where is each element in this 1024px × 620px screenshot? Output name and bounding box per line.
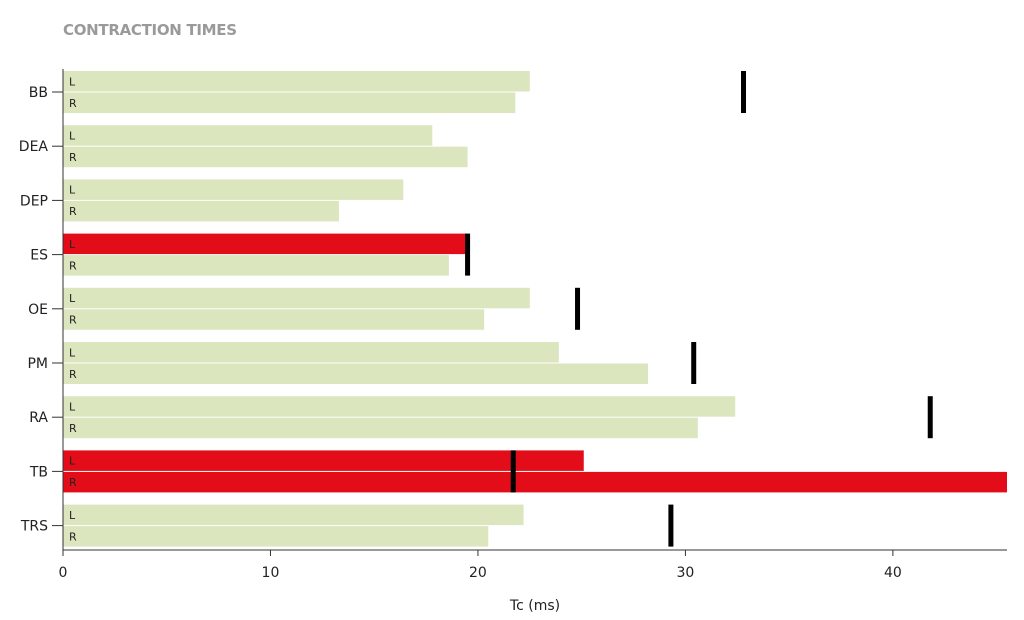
reference-markers-layer bbox=[465, 71, 933, 547]
side-label-dep-l: L bbox=[69, 184, 76, 197]
bar-pm-r bbox=[63, 363, 649, 384]
category-label-ra: RA bbox=[29, 410, 48, 426]
bar-es-l bbox=[63, 233, 468, 255]
side-label-es-r: R bbox=[69, 259, 77, 272]
side-label-trs-r: R bbox=[69, 530, 77, 543]
bar-dea-l bbox=[63, 125, 433, 146]
bar-oe-l bbox=[63, 287, 530, 309]
side-label-oe-r: R bbox=[69, 314, 77, 327]
reference-marker-bb bbox=[741, 71, 747, 113]
side-label-ra-r: R bbox=[69, 422, 77, 435]
axes-layer: BB DEA DEP ES OE PM RA TB TRS 0 10 20 30 40 bbox=[19, 69, 1007, 581]
reference-marker-pm bbox=[691, 342, 697, 384]
x-tick-label-30: 30 bbox=[677, 565, 695, 581]
side-label-tb-r: R bbox=[69, 476, 77, 489]
category-label-es: ES bbox=[30, 248, 48, 264]
side-label-bb-l: L bbox=[69, 75, 76, 88]
bar-dea-r bbox=[63, 146, 468, 168]
category-label-tb: TB bbox=[29, 464, 48, 480]
bar-oe-r bbox=[63, 309, 485, 330]
reference-marker-ra bbox=[927, 396, 933, 439]
side-label-ra-l: L bbox=[69, 400, 76, 413]
bar-es-r bbox=[63, 255, 449, 276]
bar-pm-l bbox=[63, 342, 559, 363]
bar-trs-l bbox=[63, 504, 524, 526]
bar-tb-r bbox=[63, 471, 1007, 493]
reference-marker-tb bbox=[510, 450, 516, 493]
x-tick-label-10: 10 bbox=[262, 565, 280, 581]
bar-trs-r bbox=[63, 526, 489, 547]
category-label-dea: DEA bbox=[19, 139, 49, 155]
x-axis-title: Tc (ms) bbox=[509, 598, 560, 614]
bar-ra-l bbox=[63, 396, 736, 417]
reference-marker-oe bbox=[575, 287, 581, 330]
x-tick-label-20: 20 bbox=[469, 565, 487, 581]
bar-tb-l bbox=[63, 450, 584, 471]
bar-dep-l bbox=[63, 179, 404, 200]
reference-marker-trs bbox=[668, 504, 674, 547]
side-label-pm-r: R bbox=[69, 368, 77, 381]
reference-marker-es bbox=[465, 233, 471, 276]
side-label-dea-r: R bbox=[69, 151, 77, 164]
category-label-bb: BB bbox=[29, 85, 48, 101]
side-label-pm-l: L bbox=[69, 346, 76, 359]
category-label-oe: OE bbox=[28, 302, 48, 318]
side-label-dep-r: R bbox=[69, 205, 77, 218]
bar-bb-l bbox=[63, 71, 530, 92]
bar-dep-r bbox=[63, 200, 339, 222]
side-label-bb-r: R bbox=[69, 97, 77, 110]
side-label-es-l: L bbox=[69, 238, 76, 251]
bar-ra-r bbox=[63, 417, 698, 439]
x-tick-label-40: 40 bbox=[884, 565, 902, 581]
category-label-dep: DEP bbox=[20, 193, 48, 209]
side-label-tb-l: L bbox=[69, 455, 76, 468]
bar-bb-r bbox=[63, 92, 516, 113]
chart-title: CONTRACTION TIMES bbox=[63, 21, 237, 39]
category-label-pm: PM bbox=[27, 356, 48, 372]
x-tick-label-0: 0 bbox=[59, 565, 68, 581]
side-label-oe-l: L bbox=[69, 292, 76, 305]
side-label-dea-l: L bbox=[69, 129, 76, 142]
category-label-trs: TRS bbox=[20, 519, 48, 535]
side-label-trs-l: L bbox=[69, 509, 76, 522]
